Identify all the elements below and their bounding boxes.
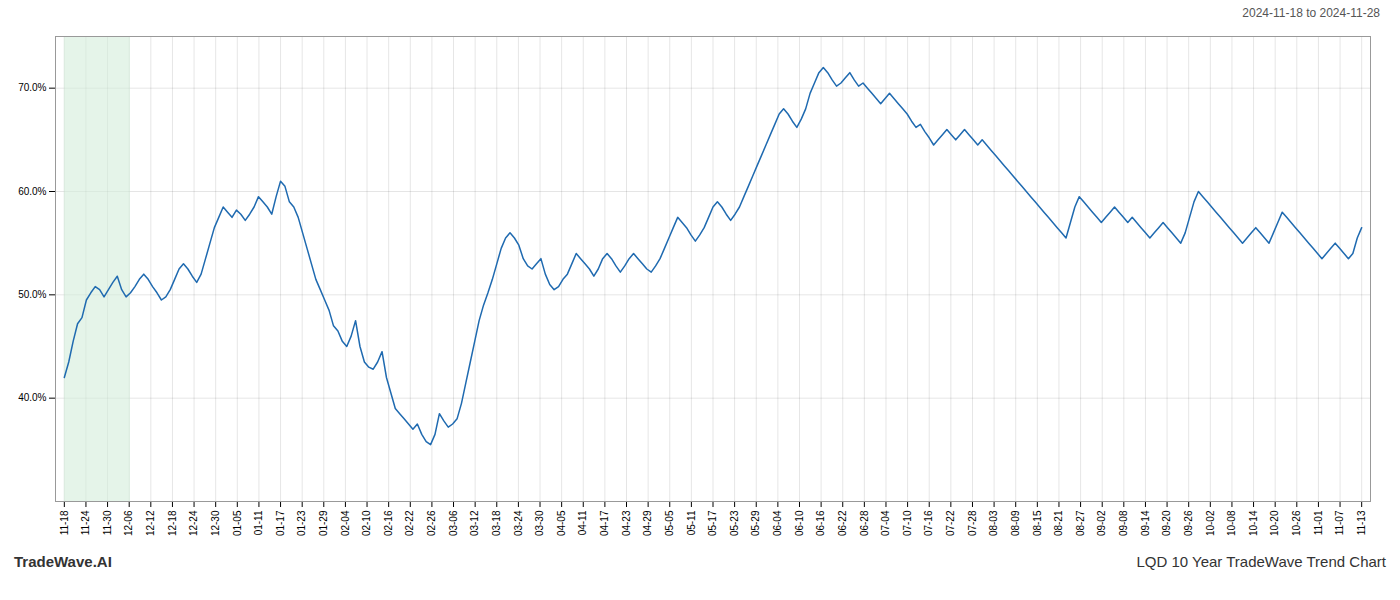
svg-text:07-04: 07-04 xyxy=(880,510,891,536)
svg-text:01-17: 01-17 xyxy=(275,510,286,536)
svg-text:05-23: 05-23 xyxy=(729,510,740,536)
svg-text:03-24: 03-24 xyxy=(513,510,524,536)
svg-text:10-14: 10-14 xyxy=(1248,510,1259,536)
svg-text:03-12: 03-12 xyxy=(469,510,480,536)
svg-text:08-21: 08-21 xyxy=(1053,510,1064,536)
svg-text:07-28: 07-28 xyxy=(967,510,978,536)
svg-text:03-30: 03-30 xyxy=(534,510,545,536)
svg-text:06-22: 06-22 xyxy=(837,510,848,536)
svg-text:05-05: 05-05 xyxy=(664,510,675,536)
svg-text:60.0%: 60.0% xyxy=(18,186,46,197)
html-text:2024-11-18 to 2024-11-28: 2024-11-18 to 2024-11-28 xyxy=(1242,6,1380,20)
svg-text:11-07: 11-07 xyxy=(1334,510,1345,535)
svg-text:05-17: 05-17 xyxy=(707,510,718,536)
svg-text:04-11: 04-11 xyxy=(577,510,588,535)
svg-text:06-28: 06-28 xyxy=(859,510,870,536)
svg-text:12-06: 12-06 xyxy=(123,510,134,536)
svg-text:02-26: 02-26 xyxy=(426,510,437,536)
svg-text:05-29: 05-29 xyxy=(750,510,761,536)
svg-text:10-02: 10-02 xyxy=(1205,510,1216,536)
html-text:LQD 10 Year TradeWave Trend Ch: LQD 10 Year TradeWave Trend Chart xyxy=(1136,553,1386,570)
svg-text:09-14: 09-14 xyxy=(1140,510,1151,536)
svg-text:04-29: 04-29 xyxy=(642,510,653,536)
svg-text:09-26: 09-26 xyxy=(1183,510,1194,536)
svg-text:10-08: 10-08 xyxy=(1226,510,1237,536)
svg-text:11-30: 11-30 xyxy=(102,510,113,535)
svg-text:05-11: 05-11 xyxy=(686,510,697,535)
svg-text:07-10: 07-10 xyxy=(902,510,913,536)
svg-text:40.0%: 40.0% xyxy=(18,392,46,403)
svg-text:02-22: 02-22 xyxy=(404,510,415,536)
svg-text:50.0%: 50.0% xyxy=(18,289,46,300)
svg-text:11-13: 11-13 xyxy=(1356,510,1367,535)
svg-text:01-11: 01-11 xyxy=(253,510,264,535)
svg-text:09-08: 09-08 xyxy=(1118,510,1129,536)
svg-text:11-01: 11-01 xyxy=(1313,510,1324,535)
svg-text:12-24: 12-24 xyxy=(188,510,199,536)
svg-text:11-18: 11-18 xyxy=(59,510,70,535)
svg-text:09-02: 09-02 xyxy=(1096,510,1107,536)
svg-text:10-26: 10-26 xyxy=(1291,510,1302,536)
svg-text:01-05: 01-05 xyxy=(232,510,243,536)
svg-text:06-04: 06-04 xyxy=(772,510,783,536)
svg-text:70.0%: 70.0% xyxy=(18,82,46,93)
svg-text:04-05: 04-05 xyxy=(556,510,567,536)
svg-text:09-20: 09-20 xyxy=(1161,510,1172,536)
svg-text:12-30: 12-30 xyxy=(210,510,221,536)
svg-text:02-10: 02-10 xyxy=(361,510,372,536)
svg-text:03-18: 03-18 xyxy=(491,510,502,536)
svg-text:08-27: 08-27 xyxy=(1075,510,1086,536)
svg-text:07-22: 07-22 xyxy=(945,510,956,536)
svg-text:01-23: 01-23 xyxy=(296,510,307,536)
svg-text:06-10: 06-10 xyxy=(794,510,805,536)
svg-text:08-03: 08-03 xyxy=(988,510,999,536)
svg-text:10-20: 10-20 xyxy=(1269,510,1280,536)
svg-text:07-16: 07-16 xyxy=(923,510,934,536)
svg-text:11-24: 11-24 xyxy=(80,510,91,535)
svg-text:12-12: 12-12 xyxy=(145,510,156,536)
svg-text:02-16: 02-16 xyxy=(383,510,394,536)
svg-text:03-06: 03-06 xyxy=(448,510,459,536)
html-text:TradeWave.AI: TradeWave.AI xyxy=(14,553,112,570)
svg-text:02-04: 02-04 xyxy=(340,510,351,536)
svg-text:04-23: 04-23 xyxy=(621,510,632,536)
svg-text:01-29: 01-29 xyxy=(318,510,329,536)
svg-text:08-15: 08-15 xyxy=(1032,510,1043,536)
svg-text:06-16: 06-16 xyxy=(815,510,826,536)
svg-text:08-09: 08-09 xyxy=(1010,510,1021,536)
svg-text:04-17: 04-17 xyxy=(599,510,610,536)
svg-text:12-18: 12-18 xyxy=(167,510,178,536)
